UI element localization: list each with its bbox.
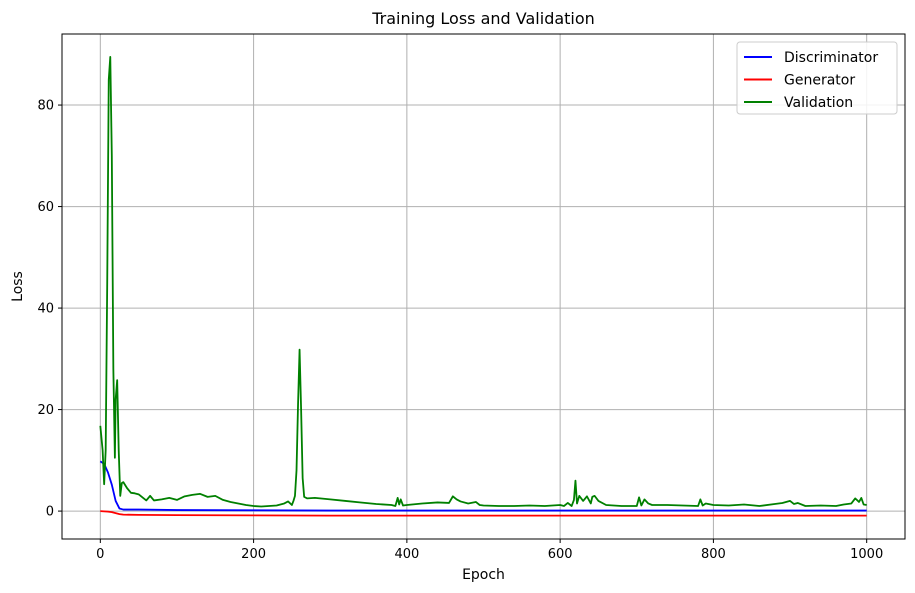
x-tick-label: 200 bbox=[241, 547, 266, 562]
x-tick-label: 400 bbox=[394, 547, 419, 562]
y-tick-label: 80 bbox=[37, 99, 54, 114]
chart-title: Training Loss and Validation bbox=[371, 9, 595, 28]
y-tick-label: 40 bbox=[37, 302, 54, 317]
legend: Discriminator Generator Validation bbox=[736, 41, 898, 115]
y-tick-label: 0 bbox=[46, 505, 54, 520]
y-axis-label: Loss bbox=[10, 271, 26, 302]
y-tick-label: 60 bbox=[37, 200, 54, 215]
series-line-discriminator bbox=[99, 460, 867, 512]
plot-frame bbox=[61, 33, 906, 540]
x-axis-label: Epoch bbox=[462, 567, 505, 583]
legend-label: Discriminator bbox=[784, 50, 878, 66]
x-tick-label: 800 bbox=[701, 547, 726, 562]
x-tick-label: 600 bbox=[548, 547, 573, 562]
series-line-validation bbox=[99, 55, 867, 508]
ticks: 0 200 400 600 800 1000 0 20 40 60 80 bbox=[37, 99, 883, 562]
plot-lines bbox=[99, 55, 867, 517]
x-tick-label: 0 bbox=[96, 547, 104, 562]
legend-label: Validation bbox=[784, 95, 853, 111]
x-tick-label: 1000 bbox=[850, 547, 883, 562]
y-tick-label: 20 bbox=[37, 403, 54, 418]
legend-label: Generator bbox=[784, 73, 855, 89]
legend-box bbox=[736, 41, 898, 115]
series-line-generator bbox=[100, 510, 867, 517]
